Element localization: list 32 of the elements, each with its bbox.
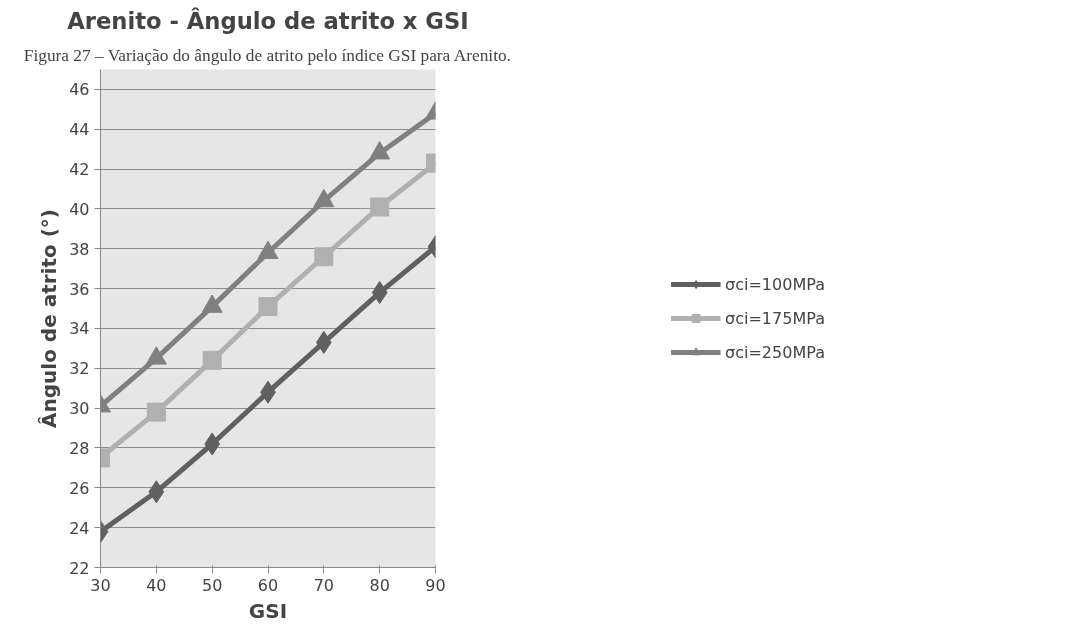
y-tick-label: 40	[69, 199, 90, 219]
y-tick-label: 44	[69, 120, 90, 140]
x-axis-title: GSI	[248, 598, 288, 623]
legend-label: σci=100MPa	[725, 274, 825, 294]
point	[202, 350, 222, 370]
legend-label: σci=175MPa	[725, 308, 825, 328]
x-tick-label: 90	[425, 575, 446, 595]
y-axis-title: Ângulo de atrito (°)	[37, 209, 62, 428]
y-tick-label: 36	[69, 279, 90, 299]
point	[257, 240, 279, 260]
x-tick-label: 60	[257, 575, 279, 595]
point	[314, 247, 334, 267]
chart-title: Arenito - Ângulo de atrito x GSI	[67, 6, 469, 34]
x-tick-label: 70	[313, 575, 335, 595]
x-tick-label: 80	[369, 575, 390, 595]
y-tick-label: 24	[69, 518, 90, 538]
y-tick-label: 38	[69, 239, 90, 259]
y-tick-label: 22	[69, 558, 90, 578]
y-tick-label: 30	[69, 399, 90, 419]
y-tick-label: 32	[69, 359, 90, 379]
x-tick-label: 50	[201, 575, 223, 595]
y-tick-label: 46	[69, 80, 90, 100]
y-tick-label: 34	[69, 319, 90, 339]
legend-label: σci=250MPa	[725, 342, 825, 362]
text: Figura 27 – Variação do ângulo de atrito pelo índice GSI para Arenito.	[23, 45, 511, 65]
point	[258, 297, 278, 317]
x-tick-label: 40	[146, 575, 167, 595]
y-tick-label: 42	[69, 160, 90, 180]
point	[313, 188, 335, 208]
y-tick-label: 26	[69, 478, 90, 498]
x-tick-label: 30	[90, 575, 111, 595]
y-tick-label: 28	[69, 438, 90, 458]
